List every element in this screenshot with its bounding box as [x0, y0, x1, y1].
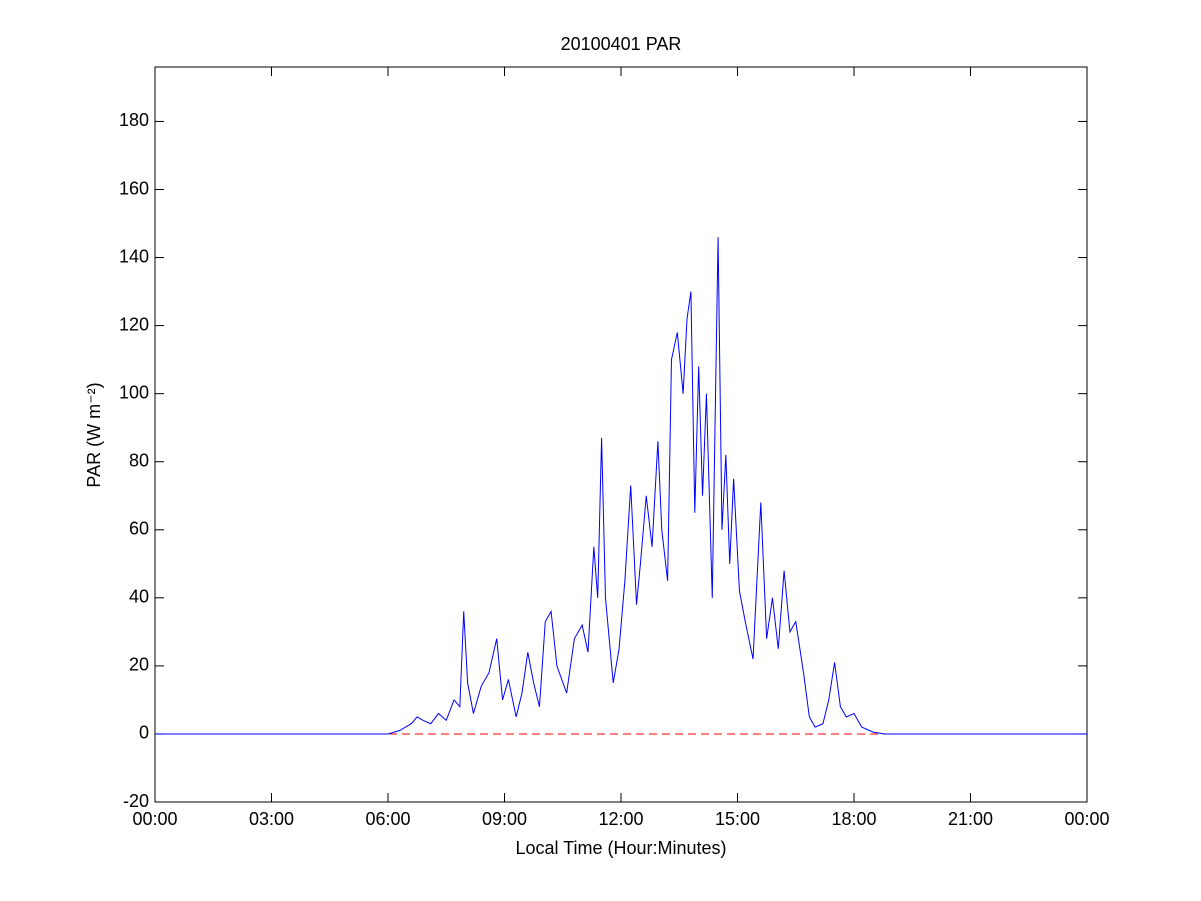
y-tick-label: 140 — [119, 246, 149, 266]
y-tick-label: 60 — [129, 519, 149, 539]
x-tick-label: 15:00 — [715, 809, 760, 829]
plot-frame — [154, 66, 1088, 803]
x-tick-label: 00:00 — [132, 809, 177, 829]
x-tick-label: 06:00 — [365, 809, 410, 829]
y-tick-label: 180 — [119, 110, 149, 130]
y-tick-label: 120 — [119, 314, 149, 334]
y-tick-label: 100 — [119, 382, 149, 402]
y-tick-label: 160 — [119, 178, 149, 198]
y-axis-label: PAR (W m⁻²) — [84, 382, 104, 487]
x-axis-label: Local Time (Hour:Minutes) — [515, 838, 726, 858]
y-tick-label: 0 — [139, 723, 149, 743]
y-tick-label: 80 — [129, 450, 149, 470]
data-line — [155, 237, 1087, 735]
x-tick-label: 00:00 — [1064, 809, 1109, 829]
y-tick-label: -20 — [123, 791, 149, 811]
x-tick-label: 18:00 — [831, 809, 876, 829]
x-tick-label: 21:00 — [948, 809, 993, 829]
x-tick-label: 12:00 — [598, 809, 643, 829]
x-tick-label: 03:00 — [249, 809, 294, 829]
y-tick-label: 20 — [129, 655, 149, 675]
x-tick-label: 09:00 — [482, 809, 527, 829]
chart-title: 20100401 PAR — [561, 34, 682, 54]
y-tick-label: 40 — [129, 587, 149, 607]
